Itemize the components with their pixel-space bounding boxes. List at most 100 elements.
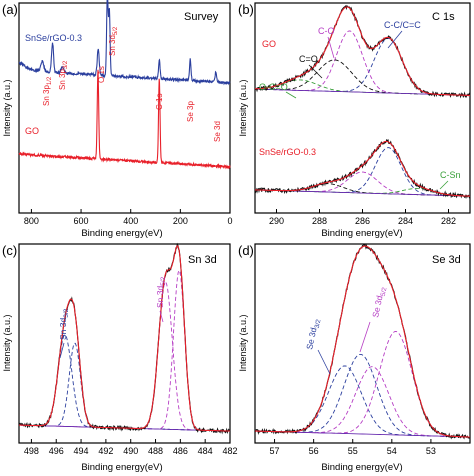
panel-d-label: (d) bbox=[238, 243, 254, 258]
panel-d-label-se3d32: Se 3d3/2 bbox=[304, 317, 322, 350]
panel-c-label: (c) bbox=[2, 243, 17, 258]
panel-b-frame bbox=[254, 2, 471, 214]
label-c1s: C 1s bbox=[155, 94, 164, 110]
panel-b-tick-label: 286 bbox=[355, 216, 370, 226]
pointer-c-o-double bbox=[308, 64, 323, 79]
panel-b-plot bbox=[254, 4, 471, 200]
panel-c-tick-label: 488 bbox=[148, 446, 163, 456]
label-o1s: O 1s bbox=[97, 66, 106, 83]
panel-d-component bbox=[255, 331, 470, 438]
panel-d-tick-label: 57 bbox=[270, 446, 280, 456]
label-sn3p32-sub: 3/2 bbox=[63, 60, 69, 69]
panel-c-tick-label: 492 bbox=[98, 446, 113, 456]
panel-c-fit bbox=[19, 245, 231, 432]
pointer-co bbox=[327, 36, 335, 59]
panel-c-tick-label: 482 bbox=[222, 446, 237, 456]
label-sn3p12: Sn 3p1/2 bbox=[42, 76, 53, 106]
panel-d-ylabel: Intensity (a.u.) bbox=[238, 314, 248, 371]
panel-c-component bbox=[19, 281, 231, 432]
panel-b-xlabel: Binding energy(eV) bbox=[321, 228, 402, 239]
panel-b-tick-label: 290 bbox=[269, 216, 284, 226]
panel-b-tick-label: 284 bbox=[398, 216, 413, 226]
panel-d-tick-label: 53 bbox=[426, 446, 436, 456]
pointer-csn bbox=[439, 180, 449, 190]
panel-b-tick-label: 288 bbox=[312, 216, 327, 226]
panel-b-label-csn: C-Sn bbox=[440, 170, 461, 180]
panel-d-pointer-52 bbox=[359, 321, 371, 353]
panel-b-rgo-fit bbox=[255, 140, 470, 197]
panel-d-xlabel: Binding energy(eV) bbox=[321, 462, 402, 473]
panel-d-fit bbox=[255, 245, 470, 438]
panel-a-xlabel: Binding energy(eV) bbox=[81, 228, 162, 239]
panel-a-title: Survey bbox=[184, 11, 219, 23]
panel-d-x-ticks: 57 56 55 54 53 bbox=[270, 439, 436, 456]
panel-c-label-sn3d32: Sn 3d3/2 bbox=[58, 308, 70, 340]
panel-d-se3d32-sub: 3/2 bbox=[314, 318, 323, 329]
label-sn3d52-text: Sn 3d bbox=[108, 35, 117, 56]
panel-b-label-rgo: SnSe/rGO-0.3 bbox=[259, 147, 316, 157]
panel-c-component bbox=[19, 269, 231, 432]
panel-b: (b) C 1s Binding energy(eV) Intensity (a… bbox=[238, 2, 471, 239]
panel-c-label-sn3d52: Sn 3d5/2 bbox=[155, 276, 167, 308]
panel-d-label-se3d52: Se 3d5/2 bbox=[370, 285, 388, 318]
label-sn3d52-sub: 5/2 bbox=[113, 26, 119, 35]
panel-d-plot bbox=[254, 243, 471, 440]
panel-b-go-fit bbox=[254, 6, 470, 96]
panel-c-ylabel: Intensity (a.u.) bbox=[2, 314, 12, 371]
panel-c: (c) Sn 3d Binding energy(eV) Intensity (… bbox=[2, 242, 238, 473]
panel-d-component bbox=[255, 366, 470, 438]
panel-b-pointers bbox=[285, 30, 449, 190]
panel-c-tick-label: 498 bbox=[24, 446, 39, 456]
panel-c-tick-label: 496 bbox=[49, 446, 64, 456]
panel-c-sn3d32-text: Sn 3d bbox=[58, 318, 68, 340]
panel-b-label: (b) bbox=[238, 2, 254, 17]
panel-d-se3d52-text: Se 3d bbox=[370, 294, 384, 318]
panel-b-title: C 1s bbox=[432, 11, 455, 23]
panel-d: (d) Se 3d Binding energy(eV) Intensity (… bbox=[238, 243, 471, 473]
panel-c-tick-label: 486 bbox=[173, 446, 188, 456]
panel-c-pointer-32 bbox=[59, 342, 65, 359]
label-sn3p32-text: Sn 3p bbox=[58, 69, 67, 90]
label-sn3p12-text: Sn 3p bbox=[42, 85, 51, 106]
label-sn3p12-sub: 1/2 bbox=[47, 76, 53, 85]
panel-b-go-raw bbox=[254, 4, 471, 99]
panel-c-sn3d52-sub: 5/2 bbox=[160, 276, 167, 285]
panel-c-tick-label: 494 bbox=[74, 446, 89, 456]
panel-a-label: (a) bbox=[2, 2, 18, 17]
panel-c-frame bbox=[18, 243, 231, 444]
label-se3p: Se 3p bbox=[186, 101, 195, 122]
pointer-oco bbox=[285, 91, 297, 99]
survey-line-red bbox=[18, 69, 231, 170]
panel-c-xlabel: Binding energy(eV) bbox=[81, 462, 162, 473]
panel-d-frame bbox=[254, 243, 471, 444]
panel-b-tick-label: 282 bbox=[441, 216, 456, 226]
panel-c-sn3d52-text: Sn 3d bbox=[155, 286, 165, 308]
panel-b-label-cc: C-C/C=C bbox=[384, 20, 421, 30]
panel-a-x-ticks: 800 600 400 200 0 bbox=[24, 209, 233, 226]
pointer-cc bbox=[387, 30, 403, 49]
panel-c-title: Sn 3d bbox=[188, 254, 217, 266]
panel-d-raw bbox=[254, 243, 471, 440]
panel-c-plot bbox=[18, 242, 231, 435]
panel-d-pointer-32 bbox=[317, 349, 331, 375]
panel-a-tick-label: 200 bbox=[173, 216, 188, 226]
panel-c-sn3d32-sub: 3/2 bbox=[63, 308, 70, 317]
panel-c-x-ticks: 498 496 494 492 490 488 486 484 482 bbox=[24, 439, 238, 456]
panel-a-legend-go: GO bbox=[25, 126, 39, 136]
panel-a-tick-label: 400 bbox=[123, 216, 138, 226]
panel-c-raw bbox=[18, 242, 231, 435]
panel-b-label-oco: O-C=O bbox=[259, 82, 288, 92]
survey-line-blue bbox=[18, 0, 231, 86]
panel-b-label-c-o-double: C=O bbox=[299, 54, 318, 64]
panel-a-tick-label: 600 bbox=[74, 216, 89, 226]
panel-b-label-co: C-O bbox=[318, 26, 335, 36]
panel-d-tick-label: 56 bbox=[309, 446, 319, 456]
label-sn3p32: Sn 3p3/2 bbox=[58, 60, 69, 90]
panel-a-legend-rgo: SnSe/rGO-0.3 bbox=[25, 33, 82, 43]
panel-a-frame bbox=[18, 2, 231, 214]
panel-c-pointer-52 bbox=[159, 310, 164, 323]
panel-a: (a) Survey Binding energy(eV) Intensity … bbox=[2, 0, 233, 239]
panel-b-x-ticks: 290 288 286 284 282 bbox=[269, 209, 456, 226]
panel-a-peak-labels: Sn 3p1/2 Sn 3p3/2 Sn 3d5/2 O 1s C 1s Se … bbox=[42, 26, 222, 142]
panel-a-tick-label: 0 bbox=[227, 216, 232, 226]
